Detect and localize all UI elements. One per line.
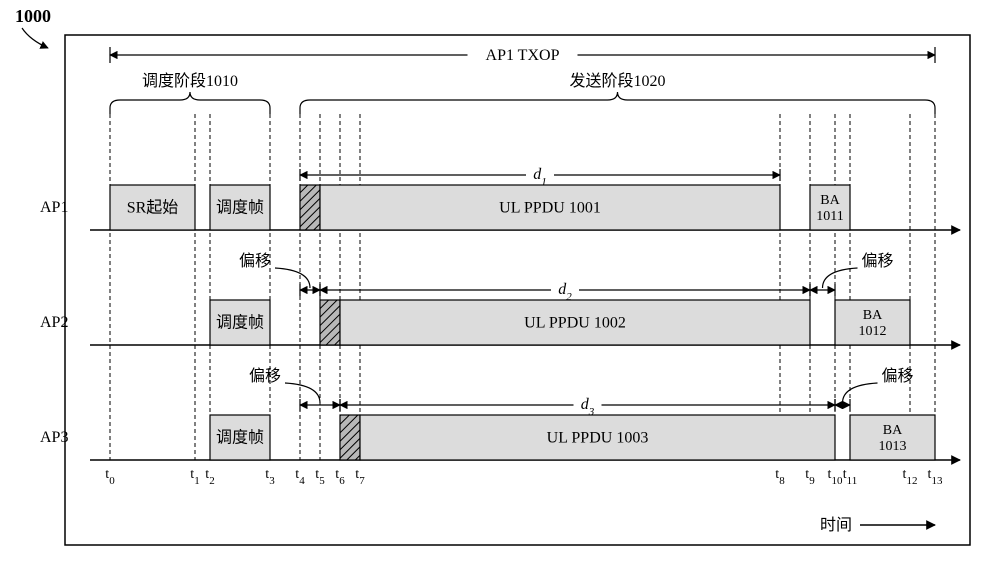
tick-t3: t3 [265, 467, 275, 487]
offset-label-0: 偏移 [239, 252, 271, 270]
AP2-hatch-box [320, 300, 340, 345]
tick-t2: t2 [205, 467, 214, 487]
figure-pointer [22, 28, 48, 48]
tick-t9: t9 [805, 467, 815, 487]
tick-t0: t0 [105, 467, 115, 487]
tick-t5: t5 [315, 467, 325, 487]
offset-label-2: 偏移 [249, 367, 281, 385]
time-axis-label: 时间 [820, 516, 852, 534]
phase2-brace [300, 92, 935, 114]
AP1-hatch-box [300, 185, 320, 230]
AP2-ba-l2: 1012 [859, 324, 887, 339]
txop-label: AP1 TXOP [486, 47, 560, 64]
offset-label-1: 偏移 [862, 252, 894, 270]
tick-t12: t12 [903, 467, 918, 487]
lane-label-AP3: AP3 [40, 429, 68, 446]
offset-leader-3 [843, 383, 878, 403]
AP2-ulppdu-label: UL PPDU 1002 [524, 315, 626, 332]
figure-number: 1000 [15, 6, 51, 26]
phase1-brace [110, 92, 270, 114]
AP1-ulppdu-label: UL PPDU 1001 [499, 200, 601, 217]
tick-t10: t10 [828, 467, 843, 487]
AP3-sched-label: 调度帧 [216, 429, 264, 447]
offset-leader-1 [823, 268, 858, 288]
AP1-sched-label: 调度帧 [216, 199, 264, 217]
tick-t6: t6 [335, 467, 345, 487]
tick-t11: t11 [843, 467, 857, 487]
AP3-ba-l2: 1013 [879, 439, 907, 454]
tick-t8: t8 [775, 467, 785, 487]
tick-t7: t7 [355, 467, 365, 487]
timing-diagram: 1000 AP1 TXOP 调度阶段1010 发送阶段1020 AP1 AP2 AP3 SR… [0, 0, 1000, 579]
offset-label-3: 偏移 [882, 367, 914, 385]
AP3-ulppdu-label: UL PPDU 1003 [547, 430, 649, 447]
tick-t4: t4 [295, 467, 305, 487]
lane-label-AP1: AP1 [40, 199, 68, 216]
AP3-ba-l1: BA [883, 423, 903, 438]
tick-t13: t13 [928, 467, 943, 487]
AP2-ba-l1: BA [863, 308, 883, 323]
AP2-sched-label: 调度帧 [216, 314, 264, 332]
tick-t1: t1 [190, 467, 199, 487]
AP1-sr-start-label: SR起始 [127, 199, 179, 217]
phase1-label: 调度阶段1010 [142, 72, 238, 90]
AP1-ba-l1: BA [820, 193, 840, 208]
offset-leader-2 [285, 383, 320, 403]
phase2-label: 发送阶段1020 [569, 72, 665, 90]
lane-label-AP2: AP2 [40, 314, 68, 331]
offset-leader-0 [275, 268, 310, 288]
AP1-ba-l2: 1011 [816, 209, 843, 224]
AP3-hatch-box [340, 415, 360, 460]
